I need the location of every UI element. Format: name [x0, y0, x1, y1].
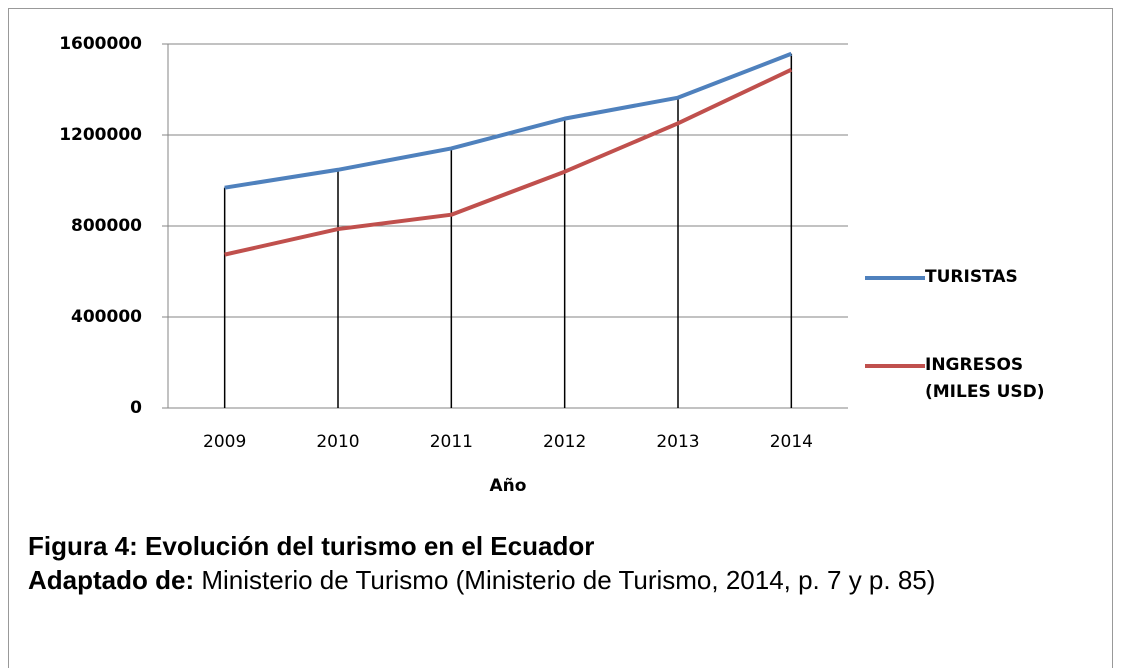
x-axis-title: Año — [490, 476, 527, 496]
series-line — [224, 51, 793, 190]
caption-title: Figura 4: Evolución del turismo en el Ec… — [28, 531, 595, 561]
y-tick-label: 1200000 — [59, 125, 142, 145]
chart-frame — [8, 8, 1113, 668]
source-text: Ministerio de Turismo (Ministerio de Tur… — [194, 565, 936, 595]
x-tick-label: 2012 — [543, 432, 586, 452]
x-tick-label: 2009 — [203, 432, 246, 452]
y-tick-label: 800000 — [71, 216, 142, 236]
x-tick-label: 2010 — [316, 432, 359, 452]
y-tick-label: 0 — [130, 398, 142, 418]
legend-label: TURISTAS — [925, 267, 1018, 287]
x-tick-label: 2011 — [430, 432, 473, 452]
x-tick-label: 2013 — [656, 432, 699, 452]
legend-label: INGRESOS (MILES USD) — [925, 355, 1045, 402]
y-tick-label: 1600000 — [59, 34, 142, 54]
x-tick-label: 2014 — [770, 432, 813, 452]
series-line — [224, 67, 793, 257]
source-label: Adaptado de: — [28, 565, 195, 595]
caption-source: Adaptado de: Ministerio de Turismo (Mini… — [28, 564, 1098, 596]
y-tick-label: 400000 — [71, 307, 142, 327]
